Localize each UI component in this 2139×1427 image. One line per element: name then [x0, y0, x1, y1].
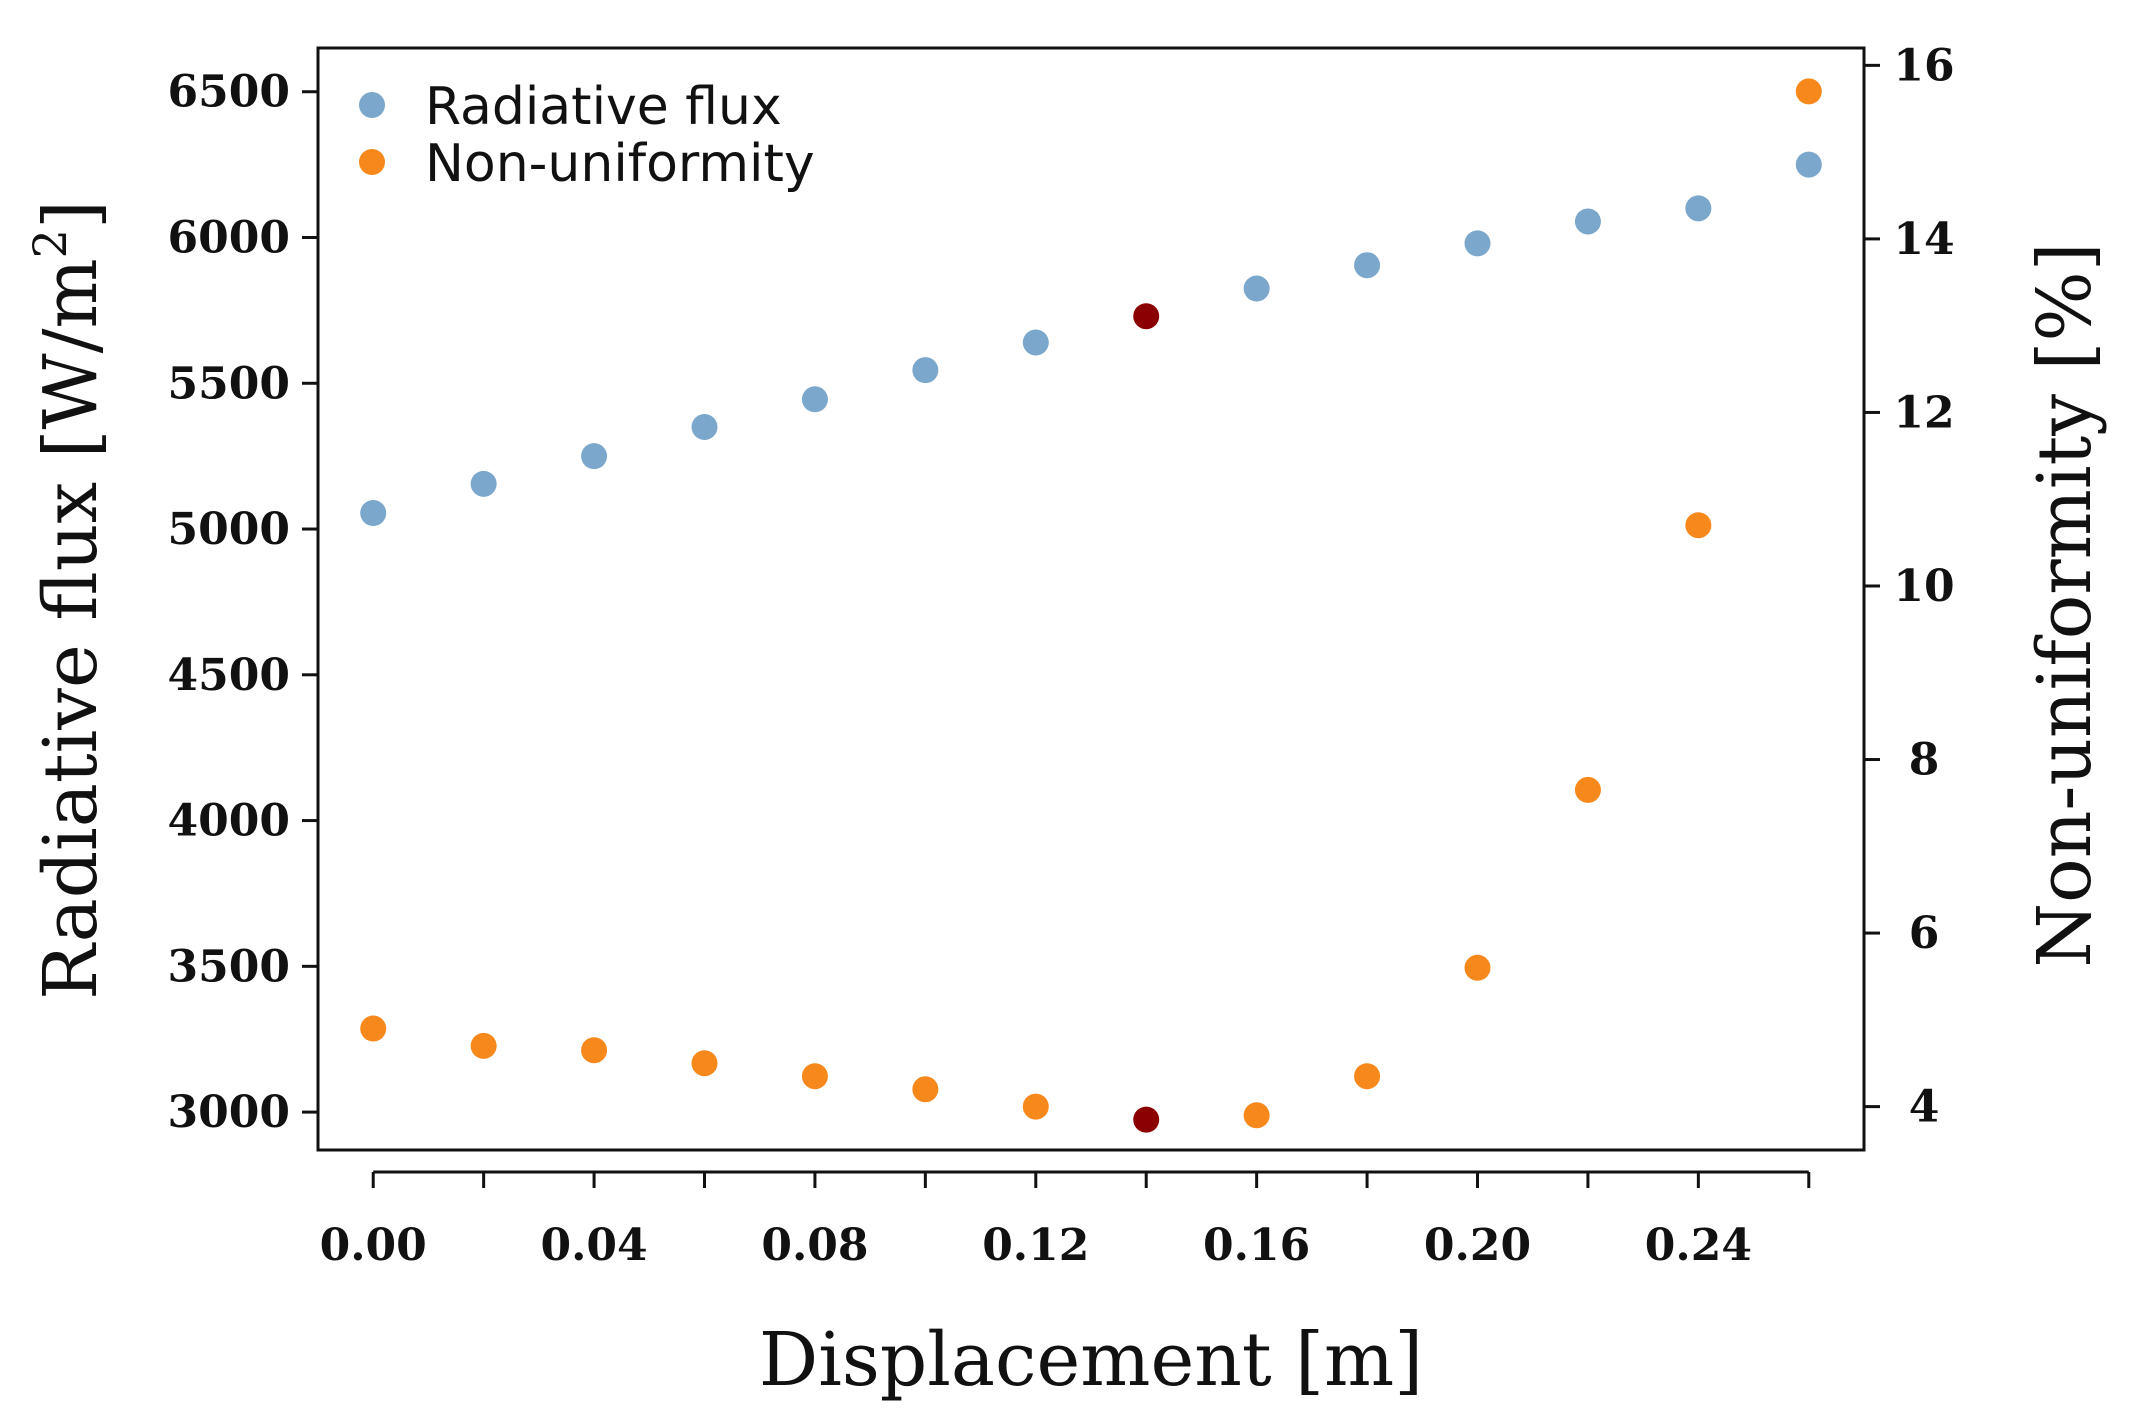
- x-tick-label: 0.24: [1645, 1220, 1752, 1271]
- point-non-uniformity: [1354, 1063, 1381, 1090]
- y-axis-title-main: Radiative flux [W/m: [28, 258, 114, 1000]
- point-non-uniformity: [801, 1063, 828, 1090]
- point-radiative-flux: [801, 386, 828, 413]
- y2-tick-label: 4: [1909, 1082, 1940, 1133]
- y-tick-label: 3500: [168, 941, 290, 992]
- y2-tick-label: 14: [1893, 214, 1954, 265]
- point-non-uniformity: [1022, 1093, 1049, 1120]
- point-non-uniformity: [470, 1032, 497, 1059]
- x-tick-label: 0.08: [761, 1220, 868, 1271]
- y2-tick-label: 12: [1893, 387, 1954, 438]
- y-tick-label: 4500: [168, 650, 290, 701]
- x-tick-label: 0.04: [540, 1220, 647, 1271]
- point-non-uniformity: [1574, 776, 1601, 803]
- y-axis-title: Radiative flux [W/m2]: [23, 200, 114, 1000]
- point-non-uniformity: [360, 1015, 387, 1042]
- y-axis-left: 3000 3500 4000 4500 5000 5500 6000 6500: [168, 67, 318, 1138]
- legend-label-radiative-flux: Radiative flux: [425, 77, 782, 137]
- point-radiative-flux: [1022, 329, 1049, 356]
- y2-tick-label: 8: [1909, 735, 1940, 786]
- point-non-uniformity: [1464, 954, 1491, 981]
- point-non-uniformity: [912, 1076, 939, 1103]
- x-axis: 0.00 0.04 0.08 0.12 0.16 0.20 0.24: [320, 1170, 1811, 1271]
- point-non-uniformity: [1685, 512, 1712, 539]
- legend-label-non-uniformity: Non-uniformity: [425, 134, 815, 194]
- point-non-uniformity: [1133, 1106, 1160, 1133]
- point-radiative-flux: [912, 357, 939, 384]
- point-radiative-flux: [1685, 195, 1712, 222]
- point-radiative-flux: [581, 443, 608, 470]
- point-radiative-flux: [1795, 151, 1822, 178]
- point-non-uniformity: [691, 1050, 718, 1077]
- x-tick-label: 0.00: [320, 1220, 427, 1271]
- y2-axis-title: Non-uniformity [%]: [2022, 242, 2108, 967]
- y2-tick-label: 10: [1893, 561, 1954, 612]
- point-radiative-flux: [691, 413, 718, 440]
- legend-marker-radiative-flux: [359, 92, 385, 118]
- point-non-uniformity: [581, 1037, 608, 1064]
- data-points: [360, 78, 1822, 1133]
- y-tick-label: 6500: [168, 67, 290, 118]
- y2-tick-label: 6: [1909, 908, 1940, 959]
- y-tick-label: 5000: [168, 504, 290, 555]
- y-axis-right: 4 6 8 10 12 14 16: [1864, 40, 1955, 1133]
- point-radiative-flux: [360, 499, 387, 526]
- plot-frame: [316, 46, 1866, 1152]
- y-tick-label: 3000: [168, 1087, 290, 1138]
- y-axis-title-superscript: 2: [23, 229, 77, 258]
- x-tick-label: 0.20: [1424, 1220, 1531, 1271]
- x-axis-title: Displacement [m]: [759, 1317, 1423, 1403]
- y-tick-label: 6000: [168, 212, 290, 263]
- point-radiative-flux: [1243, 275, 1270, 302]
- point-radiative-flux: [1464, 230, 1491, 257]
- x-tick-label: 0.16: [1203, 1220, 1310, 1271]
- point-non-uniformity: [1243, 1102, 1270, 1129]
- point-non-uniformity: [1795, 78, 1822, 105]
- legend-marker-non-uniformity: [359, 149, 385, 175]
- y-tick-label: 5500: [168, 358, 290, 409]
- point-radiative-flux: [470, 470, 497, 497]
- point-radiative-flux: [1133, 303, 1160, 330]
- y-tick-label: 4000: [168, 796, 290, 847]
- x-tick-label: 0.12: [982, 1220, 1089, 1271]
- point-radiative-flux: [1574, 208, 1601, 235]
- y-axis-title-suffix: ]: [28, 200, 114, 229]
- point-radiative-flux: [1354, 252, 1381, 279]
- legend: Radiative flux Non-uniformity: [359, 77, 815, 194]
- y2-tick-label: 16: [1893, 40, 1954, 91]
